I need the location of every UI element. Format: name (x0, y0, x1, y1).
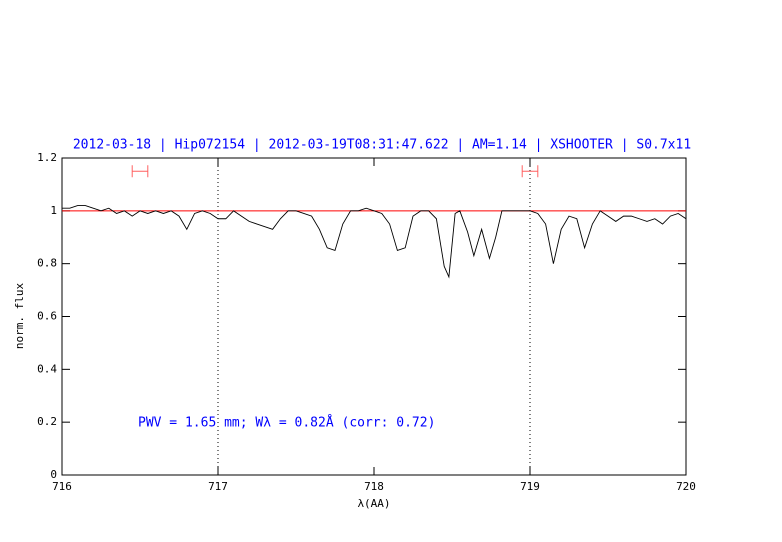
x-tick-label: 720 (676, 480, 696, 493)
range-marker (131, 165, 149, 178)
x-tick-label: 717 (208, 480, 228, 493)
y-tick-label: 0.8 (37, 257, 57, 270)
y-tick-label: 0.2 (37, 415, 57, 428)
spectrum-line (62, 205, 687, 279)
x-tick-label: 719 (520, 480, 540, 493)
y-tick-label: 1 (50, 204, 57, 217)
annotation: PWV = 1.65 mm; Wλ = 0.82Å (corr: 0.72) (138, 415, 435, 431)
y-tick-label: 0.4 (37, 362, 57, 375)
y-tick-label: 0 (50, 468, 57, 481)
y-tick-label: 1.2 (37, 151, 57, 164)
x-tick-label: 718 (364, 480, 384, 493)
y-tick-label: 0.6 (37, 310, 57, 323)
chart-title: 2012-03-18 | Hip072154 | 2012-03-19T08:3… (73, 138, 691, 153)
x-tick-label: 716 (52, 480, 72, 493)
range-marker (521, 165, 539, 178)
y-axis-label: norm. flux (13, 283, 26, 350)
x-axis-label: λ(AA) (357, 497, 390, 510)
